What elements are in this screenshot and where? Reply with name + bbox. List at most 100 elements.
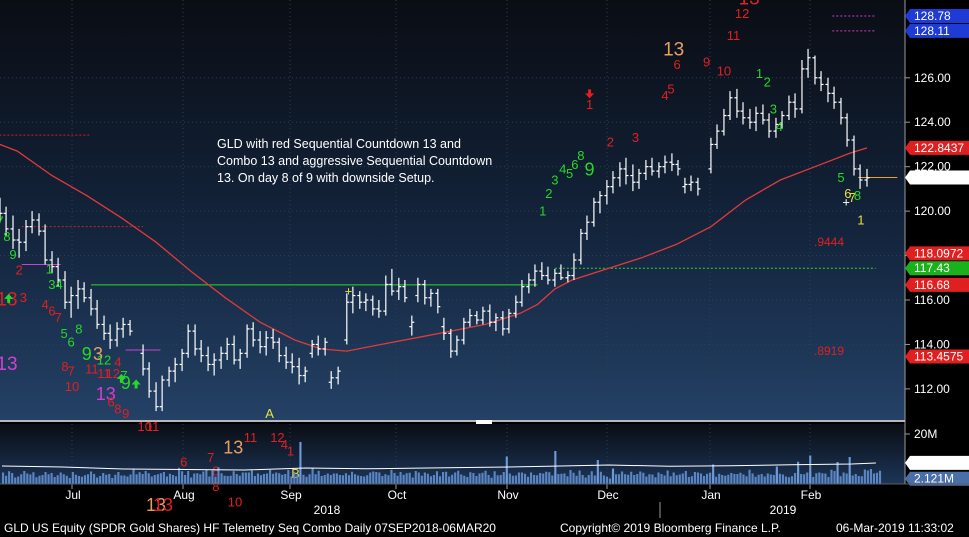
volume-bar [593, 475, 596, 484]
volume-bar [135, 474, 138, 484]
volume-bar [438, 476, 442, 484]
volume-bar [223, 475, 226, 484]
price-tick-label: 112.00 [914, 382, 950, 396]
volume-bar [484, 470, 487, 484]
ohlc-bar [75, 280, 81, 309]
sequential-count: 11 [85, 361, 99, 376]
ohlc-bar [662, 155, 668, 174]
volume-bar [581, 475, 584, 484]
ohlc-bar [389, 268, 395, 296]
month-label: Oct [388, 488, 407, 502]
volume-bar [502, 472, 505, 484]
volume-bar [138, 472, 141, 484]
price-marker-label-box [905, 140, 969, 155]
volume-bar [275, 472, 278, 484]
volume-bar [718, 473, 721, 484]
ohlc-bar [107, 324, 113, 349]
volume-bar [77, 476, 80, 484]
ohlc-bar [708, 137, 714, 174]
month-label: Dec [597, 488, 618, 502]
volume-bar [171, 475, 175, 484]
volume-bar [59, 472, 62, 484]
sequential-count: 1 [857, 212, 864, 227]
price-marker-label: 122.8437 [905, 140, 969, 155]
volume-bar [105, 474, 108, 484]
ohlc-bar [786, 95, 792, 120]
volume-bar [308, 474, 311, 484]
volume-bar [693, 472, 696, 484]
buy-arrow-icon [116, 373, 126, 383]
sequential-count: 11 [244, 430, 258, 445]
volume-bar [875, 472, 879, 484]
ohlc-bar [309, 340, 315, 358]
month-label: Sep [280, 488, 302, 502]
volume-bar [530, 472, 533, 484]
volume-bar [5, 475, 8, 484]
sequential-count: 1 [756, 66, 763, 81]
volume-bar [839, 476, 842, 484]
volume-bar [174, 476, 178, 484]
volume-bar [520, 472, 524, 484]
volume-bar [496, 475, 499, 484]
volume-bar [369, 472, 372, 484]
volume-bar [269, 470, 272, 484]
volume-bar [420, 475, 423, 484]
ohlc-bar [500, 311, 506, 336]
sequential-count: 10 [717, 64, 731, 79]
volume-bar [587, 475, 590, 484]
volume-bar [451, 474, 454, 484]
ohlc-bar [441, 317, 447, 340]
volume-bar [721, 475, 724, 484]
volume-bar [347, 475, 351, 484]
footer-background [0, 484, 969, 537]
volume-bar [114, 474, 117, 484]
volume-spike-bar [836, 462, 839, 484]
ohlc-bar [166, 366, 172, 387]
sequential-count: 13 [0, 354, 18, 375]
volume-bar [29, 474, 32, 484]
ohlc-bar [10, 215, 16, 249]
volume-bar [833, 471, 836, 484]
ohlc-bar [42, 224, 48, 265]
volume-bar [812, 477, 815, 484]
volume-bar [614, 474, 618, 484]
volume-bar [165, 476, 168, 484]
volume-bar [672, 472, 675, 484]
panel-resize-handle[interactable] [476, 420, 492, 424]
ohlc-bar [812, 55, 818, 85]
volume-bar [181, 471, 184, 484]
sequential-count: 10 [65, 379, 79, 394]
ohlc-bar [357, 291, 363, 309]
volume-bar [818, 472, 821, 484]
sequential-count: 4 [776, 119, 783, 134]
ohlc-bar [857, 164, 863, 189]
ohlc-bar [760, 104, 766, 125]
ohlc-bar [721, 108, 727, 136]
sequential-count: 9 [122, 406, 129, 421]
footer-copyright: Copyright© 2019 Bloomberg Finance L.P. [560, 521, 781, 535]
price-marker-label-text: 118.0972 [914, 246, 963, 260]
volume-bar [821, 473, 824, 484]
volume-bar [618, 474, 621, 484]
volume-bar [357, 475, 360, 484]
sequential-count: 8 [212, 464, 219, 479]
sequential-count: 6 [107, 395, 114, 410]
volume-spike-bar [848, 457, 851, 484]
volume-bar [229, 475, 232, 484]
sequential-count: 9 [9, 247, 16, 262]
ohlc-bar [257, 331, 263, 354]
ohlc-bar [727, 91, 733, 120]
ohlc-bar [250, 322, 256, 347]
ohlc-bar [81, 282, 87, 303]
volume-bar [426, 473, 429, 484]
volume-bar [499, 475, 502, 484]
price-marker-label: 128.11 [905, 23, 969, 38]
volume-bar [584, 477, 587, 484]
volume-bar [751, 473, 754, 484]
volume-bar [399, 472, 402, 484]
volume-spike-bar [596, 460, 599, 484]
ohlc-bar [315, 335, 321, 356]
sequential-count: 2 [607, 135, 614, 150]
ohlc-bar [864, 168, 870, 187]
volume-bar [675, 475, 678, 484]
